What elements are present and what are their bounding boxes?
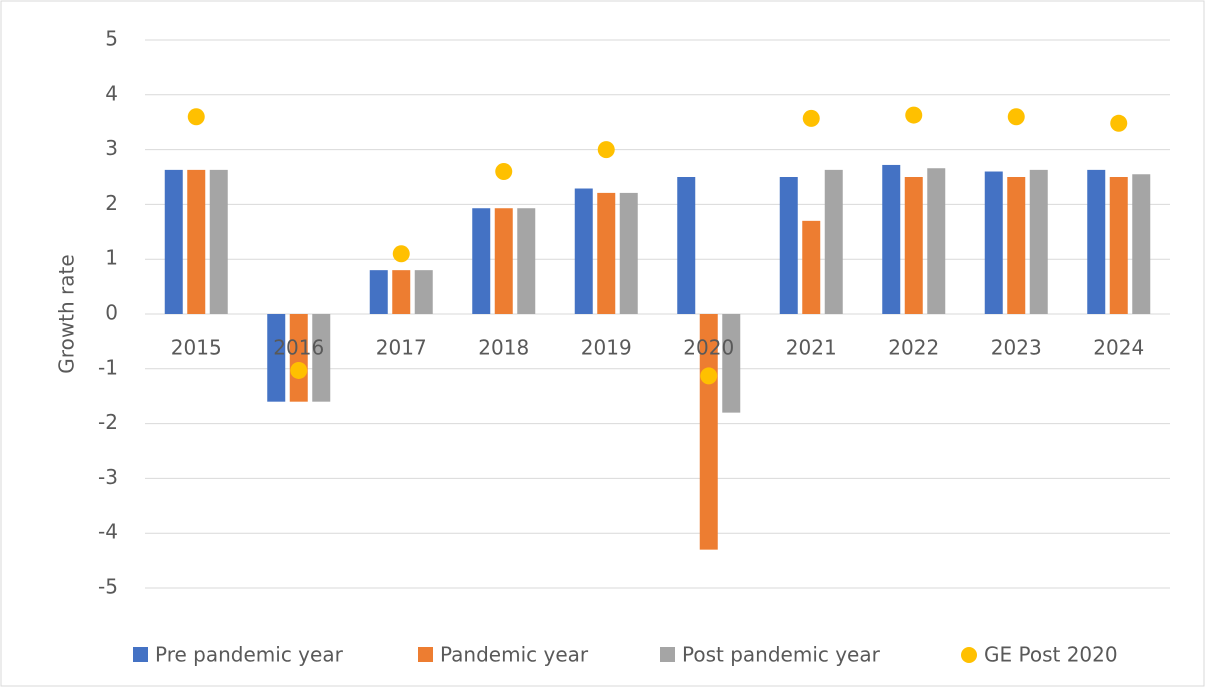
scatter-point <box>1007 108 1025 126</box>
bar <box>1109 177 1128 314</box>
y-tick-label: -5 <box>98 575 118 599</box>
legend-marker <box>133 647 148 662</box>
scatter-point <box>392 245 410 263</box>
bar <box>1029 169 1048 314</box>
x-tick-label: 2018 <box>478 336 529 360</box>
y-tick-label: 3 <box>105 136 118 160</box>
bar <box>597 192 616 314</box>
legend-label: Pre pandemic year <box>155 643 344 667</box>
legend-marker <box>660 647 675 662</box>
y-tick-label: 1 <box>105 246 118 270</box>
bar <box>472 208 491 314</box>
bar <box>824 169 843 314</box>
scatter-point <box>802 109 820 127</box>
x-tick-label: 2019 <box>581 336 632 360</box>
scatter-point <box>187 108 205 126</box>
y-tick-label: -3 <box>98 465 118 489</box>
bar <box>802 220 821 314</box>
bar <box>209 169 228 314</box>
bar <box>164 169 183 314</box>
bar <box>927 168 946 314</box>
y-tick-label: 2 <box>105 191 118 215</box>
scatter-point <box>700 367 718 385</box>
bar <box>267 314 286 402</box>
legend-label: Pandemic year <box>440 643 589 667</box>
bar <box>722 314 741 413</box>
bar <box>984 171 1003 314</box>
scatter-point <box>495 163 513 181</box>
bar <box>187 169 206 314</box>
x-tick-label: 2020 <box>683 336 734 360</box>
bar <box>574 188 593 314</box>
legend-marker <box>961 647 977 663</box>
bar <box>677 177 696 314</box>
bar <box>392 270 411 314</box>
x-tick-label: 2021 <box>786 336 837 360</box>
x-tick-label: 2017 <box>376 336 427 360</box>
y-axis-title: Growth rate <box>55 254 79 373</box>
x-tick-label: 2016 <box>273 336 324 360</box>
bar <box>882 164 901 314</box>
y-tick-label: -4 <box>98 520 118 544</box>
x-tick-label: 2023 <box>991 336 1042 360</box>
bar <box>619 192 638 314</box>
legend-label: Post pandemic year <box>682 643 881 667</box>
legend-marker <box>418 647 433 662</box>
bar <box>1087 169 1106 314</box>
bar <box>779 177 798 314</box>
bar <box>1132 174 1151 314</box>
scatter-point <box>597 141 615 159</box>
y-tick-label: -2 <box>98 410 118 434</box>
bar <box>1007 177 1026 314</box>
bar <box>517 208 536 314</box>
scatter-point <box>1110 114 1128 132</box>
y-tick-label: -1 <box>98 355 118 379</box>
legend-label: GE Post 2020 <box>984 643 1118 667</box>
x-tick-label: 2024 <box>1093 336 1144 360</box>
y-tick-label: 0 <box>105 301 118 325</box>
x-tick-label: 2022 <box>888 336 939 360</box>
bar <box>494 208 513 314</box>
bar <box>312 314 331 402</box>
bar <box>289 314 308 402</box>
x-tick-label: 2015 <box>171 336 222 360</box>
bar <box>369 270 388 314</box>
scatter-point <box>290 361 308 379</box>
bar <box>414 270 433 314</box>
bar <box>904 177 923 314</box>
scatter-point <box>905 106 923 124</box>
y-tick-label: 4 <box>105 81 118 105</box>
y-tick-label: 5 <box>105 27 118 51</box>
